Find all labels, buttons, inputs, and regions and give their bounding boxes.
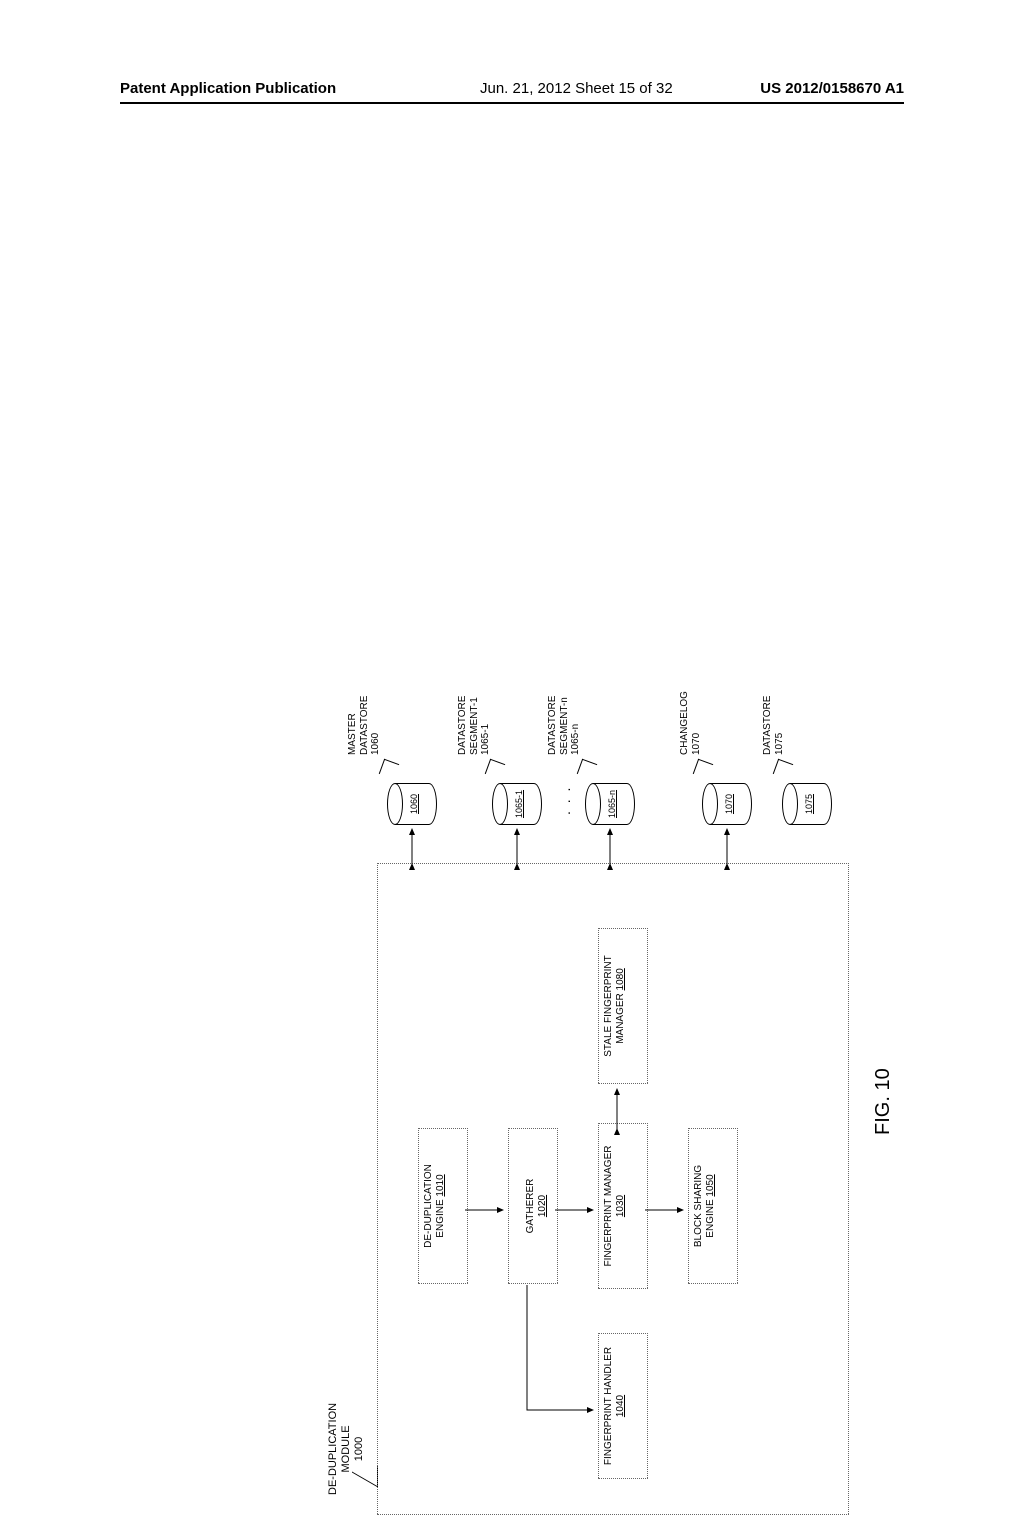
dots: . . . xyxy=(557,786,573,815)
fphandler-num: 1040 xyxy=(615,1395,626,1417)
cyl-changelog-num: 1070 xyxy=(724,783,734,825)
cyl-datastore-l2: 1075 xyxy=(774,733,785,755)
module-box: DE-DUPLICATION ENGINE 1010 GATHERER 1020… xyxy=(377,863,849,1515)
cyl-seg1-leader xyxy=(485,759,506,780)
block-gatherer: GATHERER 1020 xyxy=(508,1128,558,1284)
blockshare-label1: BLOCK SHARING xyxy=(693,1165,704,1247)
cyl-master-leader xyxy=(379,759,400,780)
cyl-segn-num: 1065-n xyxy=(607,783,617,825)
block-engine: DE-DUPLICATION ENGINE 1010 xyxy=(418,1128,468,1284)
cyl-segn-l1: DATASTORE xyxy=(547,696,558,755)
cyl-master-l2: DATASTORE xyxy=(359,696,370,755)
page-header: Patent Application Publication Jun. 21, … xyxy=(120,80,904,104)
cyl-changelog: 1070 xyxy=(702,783,752,825)
cyl-master-l3: 1060 xyxy=(370,733,381,755)
cyl-changelog-l2: 1070 xyxy=(691,733,702,755)
cyl-master-label: MASTER DATASTORE 1060 xyxy=(347,696,382,755)
cyl-master: 1060 xyxy=(387,783,437,825)
block-fphandler: FINGERPRINT HANDLER 1040 xyxy=(598,1333,648,1479)
header-mid: Jun. 21, 2012 Sheet 15 of 32 xyxy=(480,80,673,97)
cyl-datastore: 1075 xyxy=(782,783,832,825)
cyl-master-num: 1060 xyxy=(409,783,419,825)
blockshare-label2: ENGINE xyxy=(705,1199,716,1237)
figure-label: FIG. 10 xyxy=(872,1068,895,1135)
cyl-master-l1: MASTER xyxy=(347,713,358,755)
block-stalefp: STALE FINGERPRINT MANAGER 1080 xyxy=(598,928,648,1084)
block-fpmgr: FINGERPRINT MANAGER 1030 xyxy=(598,1123,648,1289)
blockshare-num: 1050 xyxy=(705,1174,716,1196)
fpmgr-label: FINGERPRINT MANAGER xyxy=(603,1146,614,1267)
stalefp-label2: MANAGER xyxy=(615,993,626,1044)
fpmgr-num: 1030 xyxy=(615,1195,626,1217)
module-label: DE-DUPLICATION MODULE 1000 xyxy=(327,1403,367,1495)
cyl-datastore-num: 1075 xyxy=(804,783,814,825)
cyl-segn: 1065-n xyxy=(585,783,635,825)
cyl-seg1-label: DATASTORE SEGMENT-1 1065-1 xyxy=(457,696,492,755)
stalefp-label1: STALE FINGERPRINT xyxy=(603,955,614,1057)
cyl-seg1-l3: 1065-1 xyxy=(480,724,491,755)
cyl-segn-l3: 1065-n xyxy=(570,724,581,755)
cyl-seg1-l1: DATASTORE xyxy=(457,696,468,755)
gatherer-num: 1020 xyxy=(537,1195,548,1217)
header-left: Patent Application Publication xyxy=(120,80,336,97)
cyl-seg1-num: 1065-1 xyxy=(514,783,524,825)
cyl-changelog-label: CHANGELOG 1070 xyxy=(679,691,702,755)
module-label-bot: MODULE xyxy=(340,1425,352,1472)
cyl-segn-l2: SEGMENT-n xyxy=(559,697,570,755)
cyl-datastore-leader xyxy=(773,759,794,780)
engine-label1: DE-DUPLICATION xyxy=(423,1164,434,1248)
cyl-datastore-label: DATASTORE 1075 xyxy=(762,696,785,755)
cyl-changelog-leader xyxy=(693,759,714,780)
diagram: DE-DUPLICATION MODULE 1000 DE-DUPLICATIO… xyxy=(317,615,877,1515)
cyl-segn-leader xyxy=(577,759,598,780)
cyl-datastore-l1: DATASTORE xyxy=(762,696,773,755)
module-label-top: DE-DUPLICATION xyxy=(327,1403,339,1495)
cyl-changelog-l1: CHANGELOG xyxy=(679,691,690,755)
fphandler-label: FINGERPRINT HANDLER xyxy=(603,1347,614,1465)
gatherer-label: GATHERER xyxy=(525,1179,536,1234)
header-right: US 2012/0158670 A1 xyxy=(760,80,904,97)
engine-label2: ENGINE xyxy=(435,1199,446,1237)
cyl-seg1: 1065-1 xyxy=(492,783,542,825)
engine-num: 1010 xyxy=(435,1174,446,1196)
cyl-seg1-l2: SEGMENT-1 xyxy=(469,697,480,755)
cyl-segn-label: DATASTORE SEGMENT-n 1065-n xyxy=(547,696,582,755)
stalefp-num: 1080 xyxy=(615,968,626,990)
block-blockshare: BLOCK SHARING ENGINE 1050 xyxy=(688,1128,738,1284)
